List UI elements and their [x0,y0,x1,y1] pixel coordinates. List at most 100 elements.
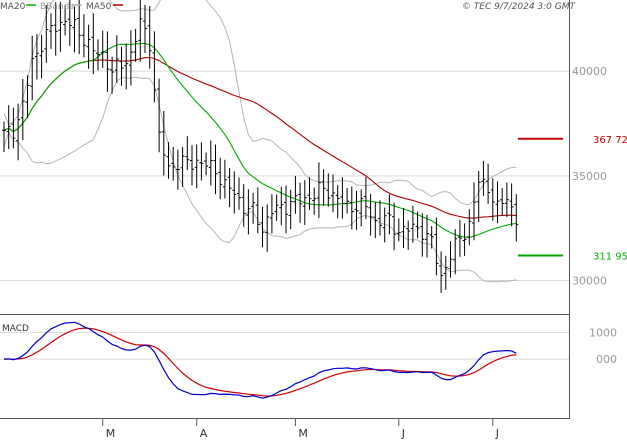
copyright-text: © TEC 9/7/2024 3:0 GMT [462,2,577,12]
ohlc-bar [185,136,190,171]
ohlc-bar [495,181,500,224]
ohlc-bar [190,145,194,186]
macd-y-tick-label: 000 [596,353,617,366]
x-axis-month-label: J [495,427,499,440]
ohlc-bar [255,187,260,234]
ohlc-bar [481,160,486,196]
price-panel [0,0,569,313]
price-y-tick-label: 40000 [572,65,607,78]
ohlc-bar [307,177,312,210]
ohlc-bar [410,205,415,243]
ma20-line [3,42,517,238]
ohlc-bar [396,218,401,242]
ohlc-bar [443,255,448,290]
ohlc-bar [161,110,166,176]
legend-ma20-label: MA20 [0,2,26,12]
ohlc-bar [53,2,58,56]
ohlc-bar [2,121,6,153]
ohlc-bar [63,5,68,36]
ohlc-bar [406,220,411,250]
ohlc-bar [133,28,138,62]
ohlc-bar [25,75,30,118]
ohlc-bar [335,185,340,219]
ohlc-bar [20,79,25,141]
ohlc-bar [448,241,453,278]
ohlc-bar [345,187,350,214]
bbands-upper-line [3,0,517,206]
price-y-tick-label: 35000 [572,170,607,183]
ohlc-bar [44,5,49,63]
ohlc-bar [213,144,218,195]
ohlc-bar [321,169,326,206]
ohlc-bar [269,194,274,234]
ohlc-bar [152,31,157,103]
ohlc-bar [429,226,434,249]
ohlc-bar [363,177,368,220]
ohlc-bar [124,43,129,90]
ohlc-bar [119,46,124,86]
ohlc-bar [58,1,63,52]
macd-panel-title: MACD [2,324,29,334]
ohlc-bar [288,189,293,230]
ohlc-bar [91,13,96,75]
ohlc-bar [354,190,359,230]
legend: MA20 BBands MA50 [0,2,123,12]
ohlc-bar [486,163,491,204]
ohlc-bar [194,144,199,189]
ohlc-bar [34,34,39,80]
ohlc-bar [180,147,185,187]
ohlc-bar [284,185,288,234]
macd-y-tick-label: 1000 [589,326,617,339]
ohlc-bar [378,200,382,236]
legend-bbands-label: BBands [40,2,74,12]
ohlc-bar [72,6,77,53]
ohlc-bar [204,152,209,176]
ohlc-bar [312,187,317,215]
ohlc-bar [6,105,11,150]
ohlc-bar [359,189,364,227]
ohlc-bar [147,6,152,69]
ohlc-bar [143,4,147,53]
ohlc-bar [401,208,406,249]
ohlc-bar [105,31,110,92]
ohlc-bar [293,175,298,214]
ohlc-bar [110,56,115,94]
ohlc-bar [274,194,279,221]
ohlc-bar [302,180,307,225]
ohlc-bar [175,149,180,190]
ohlc-bar [227,168,232,208]
x-axis-month-label: J [401,427,405,440]
ohlc-bar [476,170,481,222]
x-axis-month-label: M [106,427,116,440]
price-y-tick-label: 30000 [572,275,607,288]
ohlc-bar [349,186,354,230]
ohlc-bar [462,223,467,256]
ohlc-bar [128,30,133,86]
ohlc-bar [166,142,171,179]
ohlc-bar [420,213,425,257]
ohlc-bar [514,194,519,242]
ohlc-bar [100,30,105,68]
ohlc-bar [457,219,462,257]
ohlc-bar [509,183,514,227]
ohlc-bar [316,162,321,219]
ohlc-bar [472,182,476,241]
x-axis-month-label: M [298,427,308,440]
ohlc-bar [265,204,270,252]
ohlc-bar [373,202,378,239]
ohlc-bar [382,207,387,243]
ohlc-bar [439,251,444,293]
ohlc-bar [157,78,162,153]
ohlc-bar [434,217,439,276]
ohlc-bar [232,171,237,214]
ohlc-bar [199,142,204,181]
ohlc-bar [279,186,284,226]
ohlc-bar [368,193,373,236]
ohlc-bar [11,107,16,149]
ohlc-bar [246,189,251,235]
ohlc-bar [114,35,119,83]
ohlc-bar [86,24,91,69]
ohlc-bar [30,35,35,101]
ohlc-bar [500,187,505,216]
ohlc-bar [490,178,495,221]
